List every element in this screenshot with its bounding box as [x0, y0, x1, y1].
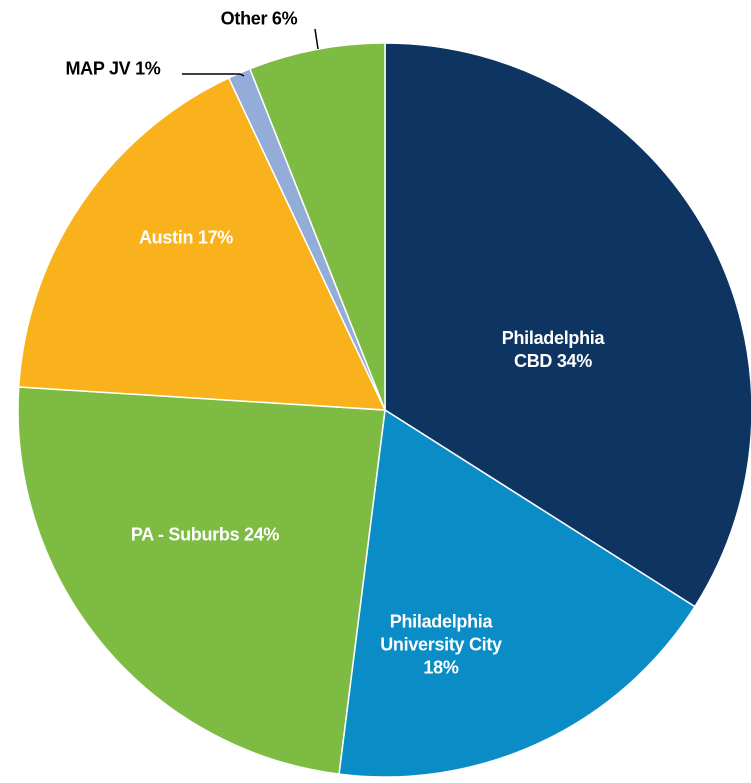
leader-line	[182, 73, 245, 77]
pie-slice	[17, 386, 386, 775]
slice-value: 1%	[135, 58, 161, 79]
pie-slice	[338, 408, 696, 778]
pie-slice	[17, 76, 387, 411]
slice-value: 18%	[423, 657, 459, 678]
pie-slice	[248, 42, 386, 411]
slice-name: Austin	[138, 227, 194, 248]
slice-name: Other	[220, 8, 268, 29]
slice-label: Philadelphia CBD 34%	[483, 327, 623, 373]
slice-label: PA - Suburbs 24%	[130, 524, 280, 547]
slice-name: PA - Suburbs	[130, 524, 240, 545]
slice-label: Austin 17%	[106, 227, 266, 250]
slice-value: 6%	[271, 8, 298, 29]
slice-name: MAP JV	[65, 58, 131, 79]
slice-value: 34%	[556, 351, 592, 371]
slice-name: Philadelphia University City	[380, 611, 502, 655]
slice-name: Philadelphia CBD	[501, 328, 605, 371]
slice-label: Other 6%	[199, 8, 319, 31]
slice-value: 17%	[197, 227, 234, 248]
slice-label: Philadelphia University City 18%	[379, 611, 504, 680]
slice-value: 24%	[243, 524, 280, 545]
slice-label: MAP JV 1%	[33, 58, 193, 81]
leader-line	[314, 28, 319, 50]
pie-slice	[384, 42, 751, 608]
